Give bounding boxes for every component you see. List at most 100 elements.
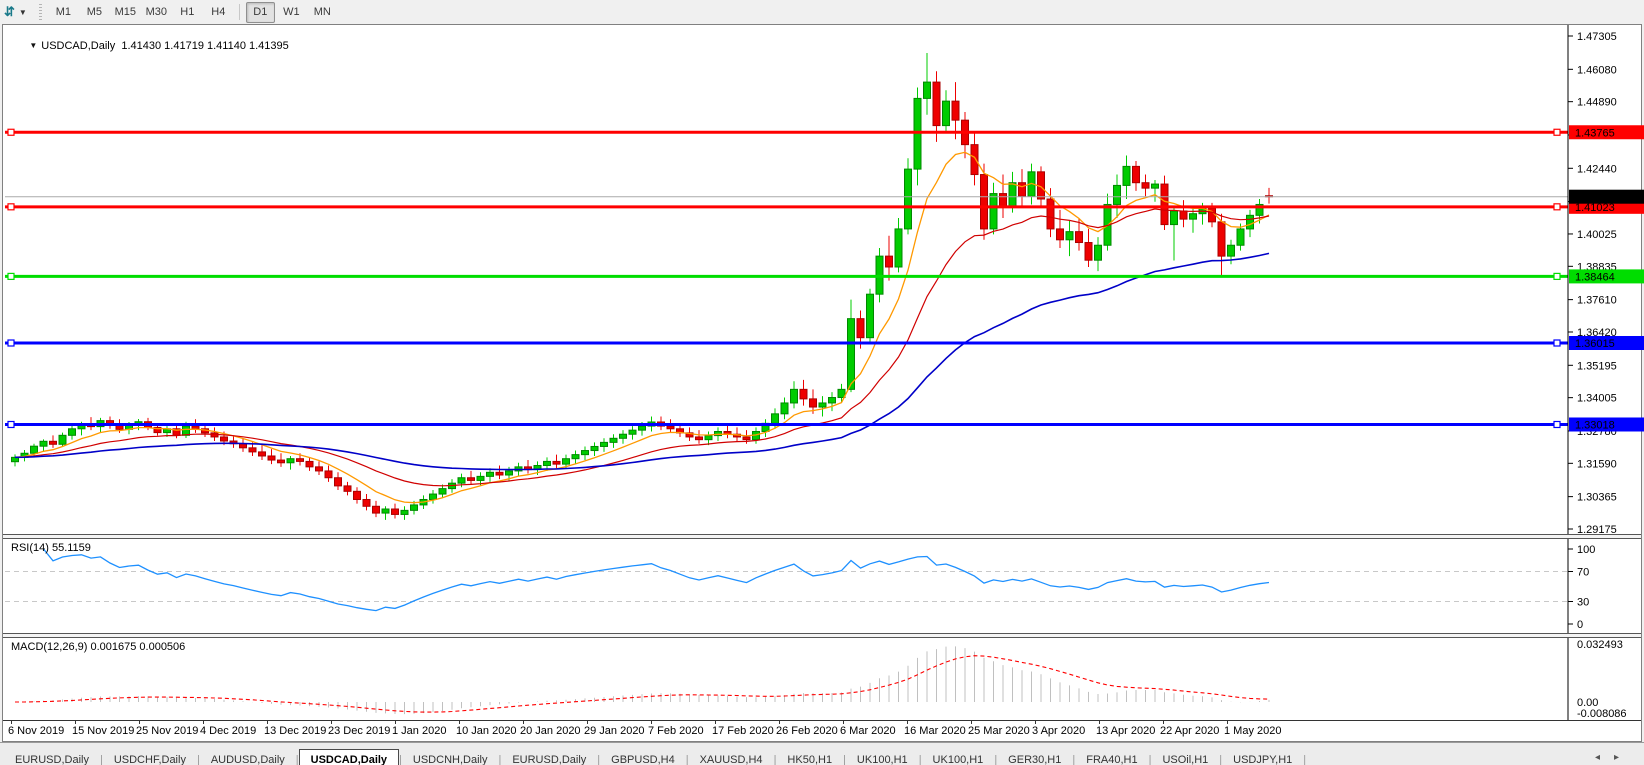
price-chart-canvas[interactable]: 1.473051.460801.448901.436651.424401.412… <box>3 25 1644 534</box>
date-label: 22 Apr 2020 <box>1160 725 1220 737</box>
svg-text:30: 30 <box>1577 597 1589 609</box>
tab-separator: | <box>918 754 922 765</box>
tf-button-M5[interactable]: M5 <box>86 5 102 18</box>
chart-tab-USDCNH-Daily[interactable]: USDCNH,Daily <box>412 754 488 765</box>
svg-text:0: 0 <box>1577 619 1583 631</box>
chart-ohlc-values: 1.41430 1.41719 1.41140 1.41395 <box>121 40 289 52</box>
date-tick <box>907 721 908 724</box>
tf-button-M30[interactable]: M30 <box>145 5 168 18</box>
date-label: 13 Apr 2020 <box>1096 725 1156 737</box>
date-label: 20 Jan 2020 <box>520 725 581 737</box>
chart-symbol-label: USDCAD,Daily <box>41 40 116 52</box>
svg-text:0.00: 0.00 <box>1577 697 1598 709</box>
toolbar-drag-grip[interactable] <box>38 4 42 20</box>
tab-separator: | <box>685 754 689 765</box>
date-tick <box>11 721 12 724</box>
chart-tab-XAUUSD-H4[interactable]: XAUUSD,H4 <box>699 754 763 765</box>
chart-tab-USDCHF-Daily[interactable]: USDCHF,Daily <box>113 754 186 765</box>
chart-tab-HK50-H1[interactable]: HK50,H1 <box>787 754 833 765</box>
svg-text:70: 70 <box>1577 567 1589 579</box>
svg-text:1.36420: 1.36420 <box>1577 327 1617 339</box>
chart-tab-USOil-H1[interactable]: USOil,H1 <box>1162 754 1209 765</box>
svg-text:1.35195: 1.35195 <box>1577 360 1617 372</box>
svg-text:1.31590: 1.31590 <box>1577 458 1617 470</box>
chart-tab-EURUSD-Daily[interactable]: EURUSD,Daily <box>15 754 89 765</box>
tab-separator: | <box>597 754 601 765</box>
chart-tab-USDJPY-H1[interactable]: USDJPY,H1 <box>1233 754 1293 765</box>
chart-tab-AUDUSD-Daily[interactable]: AUDUSD,Daily <box>210 754 285 765</box>
svg-text:1.40025: 1.40025 <box>1577 229 1617 241</box>
svg-text:1.42440: 1.42440 <box>1577 163 1617 175</box>
date-label: 26 Feb 2020 <box>776 725 838 737</box>
date-tick <box>523 721 524 724</box>
date-tick <box>459 721 460 724</box>
svg-text:1.41023: 1.41023 <box>1575 202 1615 214</box>
pane-separator[interactable] <box>3 633 1641 638</box>
chart-tab-EURUSD-Daily[interactable]: EURUSD,Daily <box>512 754 587 765</box>
tf-button-MN[interactable]: MN <box>313 5 331 18</box>
tab-scroll-right-icon[interactable]: ▸ <box>1613 751 1619 763</box>
macd-pane[interactable]: 0.032493 0.00 -0.008086 MACD(12,26,9) 0.00… <box>3 638 1641 720</box>
tab-separator: | <box>399 754 402 765</box>
tab-scroll-left-icon[interactable]: ◂ <box>1594 751 1600 763</box>
tf-button-M15[interactable]: M15 <box>114 5 137 18</box>
date-label: 3 Apr 2020 <box>1032 725 1086 737</box>
date-tick <box>843 721 844 724</box>
date-label: 25 Mar 2020 <box>968 725 1030 737</box>
tab-separator: | <box>196 754 200 765</box>
tab-separator: | <box>1303 754 1307 765</box>
date-label: 10 Jan 2020 <box>456 725 517 737</box>
chart-tab-UK100-H1[interactable]: UK100,H1 <box>932 754 984 765</box>
tab-separator: | <box>295 754 299 765</box>
chart-tab-FRA40-H1[interactable]: FRA40,H1 <box>1086 754 1138 765</box>
macd-label: MACD(12,26,9) 0.001675 0.000506 <box>11 641 186 653</box>
chart-tab-UK100-H1[interactable]: UK100,H1 <box>856 754 908 765</box>
date-label: 15 Nov 2019 <box>72 725 135 737</box>
chart-tab-GBPUSD-H4[interactable]: GBPUSD,H4 <box>611 754 675 765</box>
date-label: 1 Jan 2020 <box>392 725 447 737</box>
date-label: 4 Dec 2019 <box>200 725 257 737</box>
date-tick <box>715 721 716 724</box>
macd-canvas[interactable]: 0.032493 0.00-0.008086 <box>3 638 1644 720</box>
chart-tools-dropdown-caret-icon[interactable]: ▼ <box>18 7 27 17</box>
date-tick <box>971 721 972 724</box>
date-label: 6 Mar 2020 <box>840 725 896 737</box>
rsi-pane[interactable]: 100 70 30 0 RSI(14) 55.1159 <box>3 539 1641 633</box>
date-label: 29 Jan 2020 <box>584 725 645 737</box>
tf-button-H4[interactable]: H4 <box>211 5 226 18</box>
tf-button-H1[interactable]: H1 <box>180 5 195 18</box>
tab-separator: | <box>1148 754 1152 765</box>
timeframe-toolbar: ⇵ ▼ M1 M5 M15 M30 H1 H4 D1 W1 MN <box>0 0 1644 24</box>
tf-button-W1[interactable]: W1 <box>283 5 300 18</box>
svg-text:1.47305: 1.47305 <box>1577 31 1617 43</box>
tab-separator: | <box>1072 754 1076 765</box>
rsi-canvas[interactable]: 100 70 30 0 <box>3 539 1644 633</box>
symbol-dropdown-icon[interactable]: ▼ <box>29 41 38 50</box>
price-pane[interactable]: 1.473051.460801.448901.436651.424401.412… <box>3 25 1644 534</box>
svg-text:0.032493: 0.032493 <box>1577 639 1623 651</box>
date-label: 6 Nov 2019 <box>8 725 65 737</box>
rsi-label: RSI(14) 55.1159 <box>11 542 91 554</box>
date-tick <box>779 721 780 724</box>
date-tick <box>1227 721 1228 724</box>
svg-text:100: 100 <box>1577 544 1595 556</box>
date-tick <box>203 721 204 724</box>
timeframe-buttons: M1 M5 M15 M30 H1 H4 D1 W1 MN <box>48 1 338 23</box>
tf-button-D1[interactable]: D1 <box>245 1 275 23</box>
tab-separator: | <box>843 754 846 765</box>
tf-button-M1[interactable]: M1 <box>55 5 71 18</box>
date-tick <box>75 721 76 724</box>
tab-separator: | <box>773 754 777 765</box>
date-label: 7 Feb 2020 <box>648 725 704 737</box>
time-axis[interactable]: 6 Nov 2019 15 Nov 2019 25 Nov 2019 4 Dec 20… <box>3 720 1641 741</box>
chart-tools-icon[interactable]: ⇵ <box>4 4 15 19</box>
date-label: 16 Mar 2020 <box>904 725 966 737</box>
date-tick <box>139 721 140 724</box>
date-tick <box>1163 721 1164 724</box>
chart-tab-GER30-H1[interactable]: GER30,H1 <box>1008 754 1062 765</box>
date-label: 17 Feb 2020 <box>712 725 774 737</box>
chart-tab-USDCAD-Daily[interactable]: USDCAD,Daily <box>298 749 400 765</box>
svg-text:1.36015: 1.36015 <box>1575 338 1615 350</box>
pane-separator[interactable] <box>3 534 1641 539</box>
svg-text:1.38464: 1.38464 <box>1575 271 1615 283</box>
